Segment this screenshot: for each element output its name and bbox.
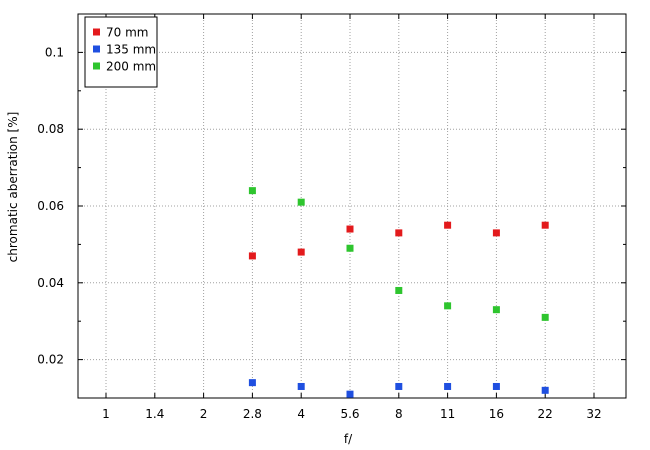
data-point-series-1 xyxy=(297,382,305,390)
data-point-series-2 xyxy=(541,313,549,321)
data-point-series-1 xyxy=(346,390,354,398)
data-point-series-2 xyxy=(395,286,403,294)
x-tick-label: 8 xyxy=(395,407,403,421)
x-tick-label: 4 xyxy=(297,407,305,421)
data-point-series-1 xyxy=(395,382,403,390)
x-tick-label: 1.4 xyxy=(145,407,164,421)
grid-lines xyxy=(78,14,626,398)
data-point-series-0 xyxy=(248,252,256,260)
data-point-series-1 xyxy=(541,386,549,394)
x-tick-label: 1 xyxy=(102,407,110,421)
data-point-series-1 xyxy=(444,382,452,390)
data-point-series-0 xyxy=(346,225,354,233)
data-point-series-0 xyxy=(444,221,452,229)
data-points xyxy=(248,187,549,398)
legend-label: 135 mm xyxy=(106,43,156,57)
data-point-series-1 xyxy=(492,382,500,390)
data-point-series-2 xyxy=(297,198,305,206)
data-point-series-0 xyxy=(492,229,500,237)
legend-swatch xyxy=(93,45,100,53)
data-point-series-2 xyxy=(492,306,500,314)
data-point-series-2 xyxy=(346,244,354,252)
y-tick-label: 0.1 xyxy=(45,45,64,59)
legend-label: 200 mm xyxy=(106,60,156,74)
axis-ticks: 1 1.4 2 2.8 4 5.6 8 11 16 22 32 0.02 0.04 0.06 0.08 0.1 xyxy=(37,14,626,421)
data-point-series-0 xyxy=(541,221,549,229)
y-tick-label: 0.02 xyxy=(37,353,64,367)
y-tick-label: 0.04 xyxy=(37,276,64,290)
legend: 70 mm 135 mm 200 mm xyxy=(84,16,158,88)
x-tick-label: 22 xyxy=(538,407,553,421)
data-point-series-2 xyxy=(444,302,452,310)
x-tick-label: 5.6 xyxy=(340,407,359,421)
x-axis-title: f/ xyxy=(344,432,353,446)
x-tick-label: 2.8 xyxy=(243,407,262,421)
x-tick-label: 11 xyxy=(440,407,455,421)
legend-label: 70 mm xyxy=(106,26,148,40)
data-point-series-2 xyxy=(248,187,256,195)
data-point-series-1 xyxy=(248,379,256,387)
data-point-series-0 xyxy=(297,248,305,256)
y-tick-label: 0.08 xyxy=(37,122,64,136)
x-tick-label: 32 xyxy=(586,407,601,421)
data-point-series-0 xyxy=(395,229,403,237)
y-tick-label: 0.06 xyxy=(37,199,64,213)
legend-swatch xyxy=(93,28,100,36)
y-axis-title: chromatic aberration [%] xyxy=(6,112,20,263)
legend-swatch xyxy=(93,62,100,70)
x-tick-label: 2 xyxy=(200,407,208,421)
x-tick-label: 16 xyxy=(489,407,504,421)
